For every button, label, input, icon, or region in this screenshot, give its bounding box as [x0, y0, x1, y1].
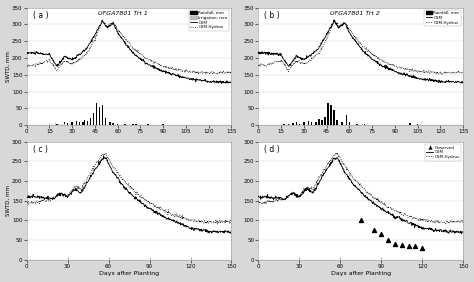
Text: ( c ): ( c )	[33, 146, 47, 155]
X-axis label: Days after Planting: Days after Planting	[331, 272, 391, 276]
Bar	[333, 110, 335, 125]
Point	[411, 244, 419, 248]
Point	[384, 238, 392, 242]
Bar	[112, 124, 114, 125]
Bar	[321, 120, 323, 125]
Bar	[99, 107, 100, 125]
Bar	[102, 105, 103, 125]
Bar	[315, 122, 317, 125]
Y-axis label: SWTD, mm: SWTD, mm	[6, 185, 10, 216]
Bar	[324, 117, 326, 125]
Bar	[299, 124, 300, 125]
Point	[398, 242, 406, 247]
Bar	[288, 124, 290, 125]
Point	[377, 232, 385, 236]
Bar	[356, 124, 358, 125]
Bar	[132, 124, 134, 125]
Bar	[96, 103, 97, 125]
Bar	[87, 121, 88, 125]
Bar	[67, 124, 68, 125]
Bar	[303, 122, 305, 125]
Legend: Observed, CSM, CSM-Hydrus: Observed, CSM, CSM-Hydrus	[425, 144, 461, 160]
Bar	[64, 124, 65, 125]
Bar	[79, 122, 81, 125]
Text: UFGA7801 Trt 1: UFGA7801 Trt 1	[98, 11, 148, 16]
Text: ( d ): ( d )	[264, 146, 280, 155]
Bar	[295, 122, 297, 125]
Bar	[135, 124, 137, 125]
Bar	[337, 120, 338, 125]
Point	[419, 246, 426, 250]
Bar	[105, 118, 106, 125]
Bar	[92, 113, 94, 125]
Bar	[55, 124, 56, 125]
Text: UFGA7801 Trt 2: UFGA7801 Trt 2	[330, 11, 380, 16]
Bar	[330, 105, 332, 125]
Bar	[308, 121, 309, 125]
Bar	[83, 120, 85, 125]
Point	[391, 242, 399, 246]
Bar	[348, 122, 350, 125]
Bar	[76, 121, 77, 125]
Point	[371, 228, 378, 232]
Bar	[72, 122, 73, 125]
Bar	[163, 124, 164, 125]
Bar	[56, 124, 58, 125]
Bar	[283, 124, 285, 125]
Legend: Rainfall, mm, Irrigation, mm, CSM, CSM-Hydrus: Rainfall, mm, Irrigation, mm, CSM, CSM-H…	[189, 10, 229, 31]
X-axis label: Days after Planting: Days after Planting	[99, 272, 159, 276]
Bar	[318, 119, 320, 125]
Legend: Rainfall, mm, CSM, CSM-Hydrus: Rainfall, mm, CSM, CSM-Hydrus	[424, 10, 461, 26]
Point	[405, 244, 412, 248]
Bar	[346, 115, 347, 125]
Bar	[58, 124, 59, 125]
Text: ( b ): ( b )	[264, 11, 280, 20]
Bar	[64, 122, 65, 125]
Bar	[364, 124, 365, 125]
Bar	[82, 122, 83, 125]
Bar	[61, 124, 62, 125]
Bar	[90, 118, 91, 125]
Bar	[52, 124, 53, 125]
Bar	[147, 124, 149, 125]
Text: ( a ): ( a )	[33, 11, 48, 20]
Bar	[328, 103, 329, 125]
Bar	[61, 124, 62, 125]
Bar	[49, 124, 50, 125]
Bar	[417, 124, 419, 125]
Bar	[109, 122, 111, 125]
Bar	[117, 124, 118, 125]
Bar	[341, 122, 343, 125]
Bar	[292, 124, 294, 125]
Bar	[49, 124, 50, 125]
Y-axis label: SWTD, mm: SWTD, mm	[6, 51, 10, 82]
Bar	[125, 124, 126, 125]
Bar	[410, 124, 411, 125]
Point	[357, 218, 365, 222]
Bar	[310, 122, 312, 125]
